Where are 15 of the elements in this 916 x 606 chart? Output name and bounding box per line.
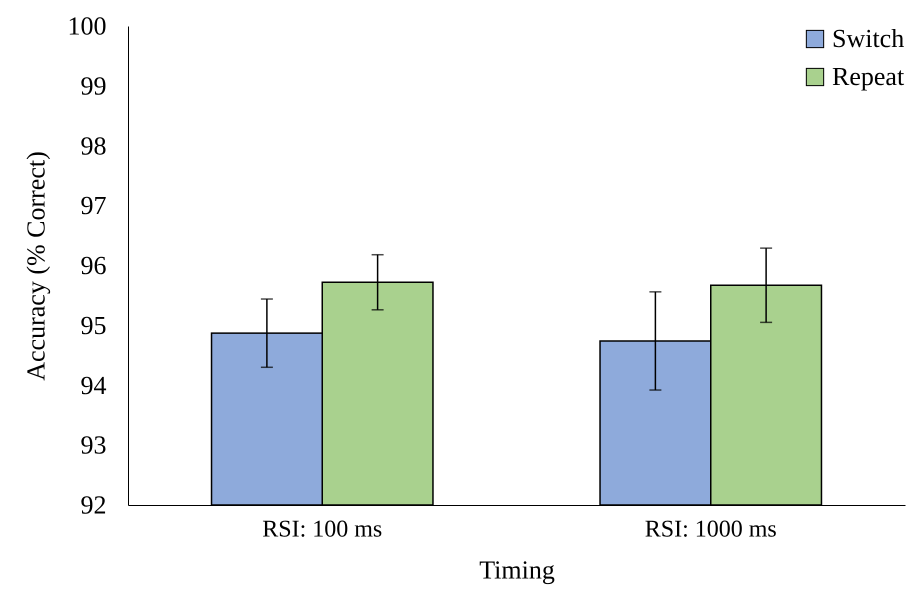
x-tick-label: RSI: 1000 ms: [644, 516, 777, 542]
x-tick-label: RSI: 100 ms: [262, 516, 382, 542]
y-tick-label: 94: [80, 370, 106, 400]
legend-label: Switch: [832, 24, 904, 53]
y-tick-label: 93: [80, 430, 106, 460]
y-axis-title: Accuracy (% Correct): [22, 151, 50, 381]
y-tick-label: 96: [80, 251, 106, 280]
y-tick-label: 97: [80, 191, 106, 220]
legend-label: Repeat: [832, 62, 905, 91]
y-tick-label: 100: [68, 12, 106, 40]
y-tick-label: 98: [80, 131, 106, 160]
x-axis-title: Timing: [479, 556, 555, 584]
y-tick-label: 92: [80, 490, 106, 520]
y-tick-label: 99: [80, 71, 106, 100]
y-tick-label: 95: [80, 310, 106, 340]
